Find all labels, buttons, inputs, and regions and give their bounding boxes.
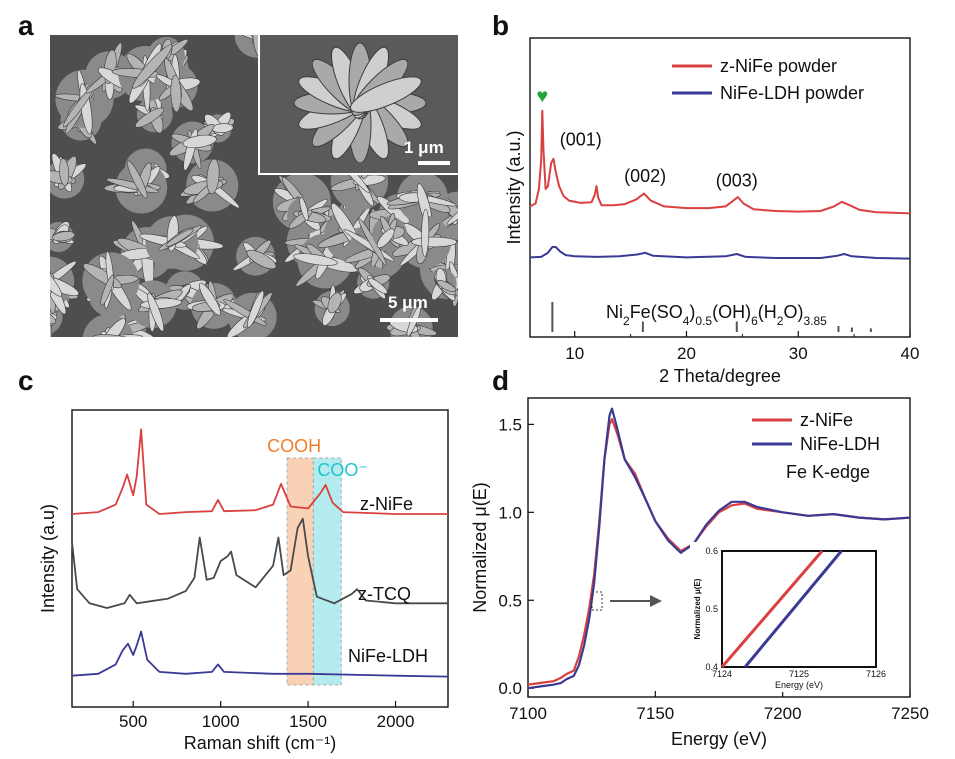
xanes-inset-y-axis-label: Normalized μ(E) <box>693 578 702 639</box>
xanes-x-tick-label: 7100 <box>509 704 547 723</box>
raman-band-cooh <box>286 457 314 686</box>
flower-cluster <box>312 284 350 327</box>
raman-series-label: z-NiFe <box>360 494 413 514</box>
flower-cluster <box>426 267 457 302</box>
xanes-inset-x-tick-label: 7124 <box>712 669 732 679</box>
flower-cluster <box>50 153 87 199</box>
xrd-plot-frame <box>529 37 911 338</box>
xrd-x-tick-label: 40 <box>901 344 920 363</box>
flower-cluster <box>287 196 332 234</box>
flower-cluster <box>82 314 144 337</box>
xanes-x-tick-label: 7200 <box>764 704 802 723</box>
xanes-legend-label: z-NiFe <box>800 410 853 430</box>
raman-band-label-cooh: COOH <box>267 436 321 456</box>
xanes-y-tick-label: 0.0 <box>498 679 522 698</box>
flower-cluster <box>386 172 457 229</box>
sem-inset-texture <box>260 35 458 173</box>
raman-plot-frame <box>71 409 449 708</box>
xanes-y-tick-label: 1.5 <box>498 415 522 434</box>
raman-series-z-tcq <box>71 517 448 609</box>
raman-band-label-coo: COO⁻ <box>317 460 368 480</box>
xrd-y-axis-label: Intensity (a.u.) <box>504 130 524 244</box>
xrd-x-tick-label: 10 <box>565 344 584 363</box>
scale-bar-main <box>380 318 438 322</box>
xrd-reference-label: Ni2Fe(SO4)0.5(OH)6(H2O)3.85 <box>606 302 827 328</box>
flower-cluster <box>139 215 202 269</box>
flower-cluster <box>128 280 183 332</box>
flower-cluster <box>372 212 409 252</box>
flower-cluster <box>222 290 277 337</box>
scale-bar-inset <box>418 161 450 165</box>
scale-label-inset: 1 μm <box>404 138 444 157</box>
xanes-zoom-box <box>591 591 603 611</box>
xanes-annotation: Fe K-edge <box>786 462 870 482</box>
flower-cluster <box>50 221 76 253</box>
raman-x-tick-label: 1500 <box>289 712 327 731</box>
xrd-peak-label: (002) <box>624 166 666 186</box>
xanes-inset-series <box>720 550 824 668</box>
xanes-plot-frame <box>527 397 911 698</box>
panel-letter-b: b <box>492 10 510 41</box>
xanes-inset-frame <box>721 550 877 668</box>
xanes-zoom-arrowhead <box>650 595 662 607</box>
flower-cluster <box>179 158 240 212</box>
flower-cluster <box>82 251 140 311</box>
inset-petal <box>350 76 422 113</box>
flower-cluster <box>103 160 168 214</box>
scale-label-main: 5 μm <box>388 293 428 312</box>
xanes-legend-label: NiFe-LDH <box>800 434 880 454</box>
flower-cluster <box>186 280 248 330</box>
xanes-inset-background <box>690 542 886 692</box>
xanes-inset-x-tick-label: 7126 <box>866 669 886 679</box>
heart-marker: ♥ <box>536 86 548 108</box>
xanes-inset-x-tick-label: 7125 <box>789 669 809 679</box>
panel-letter-c: c <box>18 365 34 396</box>
xrd-series-line-nife-ldh <box>529 246 911 260</box>
panel-letter-d: d <box>492 365 510 396</box>
raman-series-label: NiFe-LDH <box>348 646 428 666</box>
xanes-inset-y-tick-label: 0.4 <box>705 662 718 672</box>
xrd-series-line-z-nife <box>529 109 911 215</box>
flower-cluster <box>232 236 277 276</box>
xrd-peak-label: (001) <box>560 129 602 149</box>
flower-cluster <box>293 225 359 289</box>
xanes-series-z-nife <box>527 418 911 686</box>
raman-series-label: z-TCQ <box>358 584 411 604</box>
flower-cluster <box>111 43 174 112</box>
xanes-inset-y-tick-label: 0.5 <box>705 604 718 614</box>
raman-series-nife-ldh <box>71 630 449 678</box>
xanes-y-tick-label: 0.5 <box>498 591 522 610</box>
flower-cluster <box>392 208 458 269</box>
xanes-inset-series <box>743 550 843 668</box>
raman-band-coo <box>312 457 342 686</box>
xrd-legend-label: z-NiFe powder <box>720 56 837 76</box>
xanes-x-tick-label: 7150 <box>636 704 674 723</box>
raman-x-tick-label: 1000 <box>202 712 240 731</box>
raman-series-z-nife <box>71 428 448 515</box>
xanes-x-axis-label: Energy (eV) <box>671 729 767 749</box>
xrd-peak-label: (003) <box>716 170 758 190</box>
raman-x-tick-label: 500 <box>119 712 147 731</box>
flower-cluster <box>169 121 217 171</box>
raman-y-axis-label: Intensity (a.u) <box>38 504 58 613</box>
xanes-inset-x-axis-label: Energy (eV) <box>775 680 823 690</box>
flower-cluster <box>153 54 201 113</box>
xrd-x-tick-label: 20 <box>677 344 696 363</box>
flower-cluster <box>50 253 80 315</box>
xanes-x-tick-label: 7250 <box>891 704 929 723</box>
sem-inset-image <box>258 33 460 175</box>
flower-cluster <box>353 266 391 300</box>
panel-letter-a: a <box>18 10 34 41</box>
xrd-legend-label: NiFe-LDH powder <box>720 83 864 103</box>
xanes-series-nife-ldh <box>527 407 911 690</box>
xanes-inset-y-tick-label: 0.6 <box>705 546 718 556</box>
raman-x-tick-label: 2000 <box>377 712 415 731</box>
raman-x-axis-label: Raman shift (cm⁻¹) <box>184 733 337 753</box>
xanes-y-axis-label: Normalized μ(E) <box>470 482 490 612</box>
xrd-x-axis-label: 2 Theta/degree <box>659 366 781 386</box>
xanes-y-tick-label: 1.0 <box>498 503 522 522</box>
xrd-x-tick-label: 30 <box>789 344 808 363</box>
